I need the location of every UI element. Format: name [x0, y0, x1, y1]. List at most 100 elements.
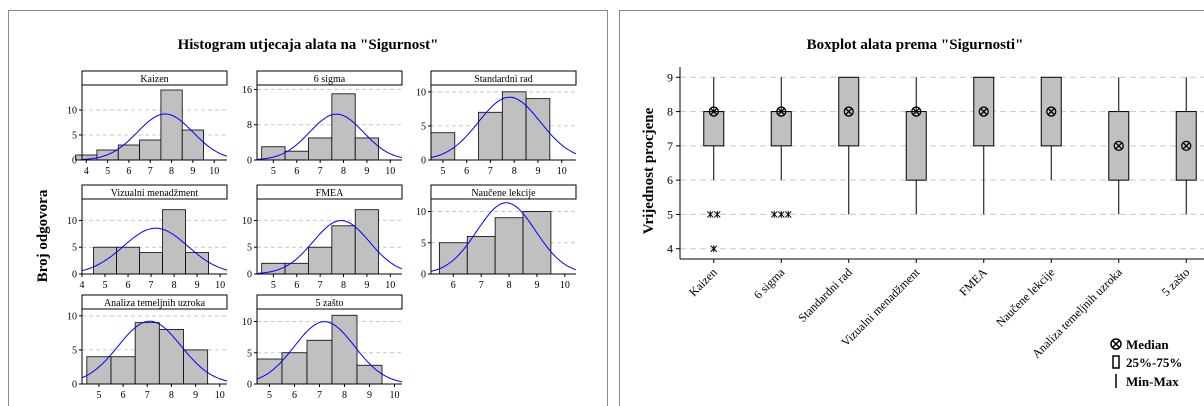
x-tick-label: Kaizen: [686, 265, 720, 299]
x-tick-label: 5: [267, 390, 272, 401]
histogram-bar: [354, 137, 380, 161]
x-tick-label: 10: [209, 166, 219, 177]
y-tick-label: 0: [421, 270, 426, 281]
y-tick-label: 0: [72, 380, 77, 391]
histogram-bar: [430, 132, 456, 161]
x-tick-label: 10: [215, 280, 225, 291]
histogram-bar: [160, 89, 183, 161]
x-tick-label: Naučene lekcije: [993, 265, 1057, 329]
x-tick-label: 10: [560, 280, 570, 291]
x-tick-label: 9: [364, 280, 369, 291]
x-tick-label: 10: [385, 166, 395, 177]
x-tick-label: 8: [172, 280, 177, 291]
x-tick-label: 9: [364, 166, 369, 177]
boxplot-item: Kaizen: [686, 77, 725, 299]
histogram-bar: [183, 349, 209, 385]
y-tick-label: 5: [667, 207, 673, 221]
facet-strip-label: Naučene lekcije: [471, 188, 536, 199]
y-tick-label: 10: [416, 207, 426, 218]
x-tick-label: 6: [464, 166, 469, 177]
outlier-marker: [770, 210, 778, 218]
histogram-bar: [466, 236, 496, 275]
x-tick-label: 5: [103, 280, 108, 291]
histogram-bar: [284, 150, 309, 161]
x-tick-label: 4: [80, 280, 85, 291]
histogram-facet: Analiza temeljnih uzroka 0 5 10 5 6 7 8 9 10: [67, 294, 228, 401]
median-marker: [978, 106, 989, 117]
x-tick-label: 5: [96, 390, 101, 401]
histogram-bar: [158, 329, 184, 385]
legend-box-icon: [1112, 355, 1120, 369]
outlier-marker: [713, 210, 721, 218]
y-tick-label: 10: [67, 106, 77, 117]
y-tick-label: 5: [247, 348, 252, 359]
y-tick-label: 0: [247, 270, 252, 281]
x-tick-label: 8: [169, 390, 174, 401]
x-tick-label: 4: [84, 166, 89, 177]
y-tick-label: 10: [67, 311, 77, 322]
boxplot-y-axis-label: Vrijednost procjene: [641, 107, 657, 234]
median-cross: [1115, 142, 1123, 150]
y-tick-label: 16: [242, 85, 252, 96]
histogram-bar: [116, 246, 140, 275]
boxplot-item: Standardni rad: [795, 76, 860, 325]
facet-strip: [81, 294, 228, 310]
y-tick-label: 9: [667, 70, 673, 84]
median-cross: [980, 107, 988, 116]
x-tick-label: 6: [294, 280, 299, 291]
facet-strip: [256, 184, 403, 200]
histogram-bar: [308, 246, 333, 275]
y-tick-label: 0: [72, 156, 77, 167]
y-tick-label: 10: [416, 87, 426, 98]
x-tick-label: 5 zašto: [1159, 265, 1193, 299]
x-tick-label: 9: [534, 280, 539, 291]
normal-curve: [256, 113, 403, 160]
median-cross: [912, 107, 920, 116]
x-tick-label: 6: [294, 166, 299, 177]
x-tick-label: 9: [535, 166, 540, 177]
x-tick-label: 7: [318, 280, 323, 291]
facet-strip: [81, 70, 228, 86]
histogram-bar: [256, 358, 283, 385]
x-tick-label: 8: [341, 280, 346, 291]
x-tick-label: 9: [367, 390, 372, 401]
y-tick-label: 4: [667, 242, 673, 256]
x-tick-label: 6: [292, 390, 297, 401]
legend-whisker-label: Min-Max: [1126, 374, 1179, 389]
histogram-bar: [110, 356, 136, 385]
y-tick-label: 5: [421, 238, 426, 249]
legend-median-label: Median: [1126, 337, 1169, 352]
facet-strip-label: Vizualni menadžment: [111, 188, 199, 199]
boxplot-title: Boxplot alata prema "Sigurnosti": [807, 37, 1024, 53]
x-tick-label: 5: [440, 166, 445, 177]
median-marker: [911, 106, 922, 117]
y-tick-label: 7: [667, 139, 673, 153]
normal-curve: [256, 220, 403, 274]
median-cross: [845, 107, 853, 116]
histogram-facet: Standardni rad 0 5 10 5 6 7 8 9 10: [416, 70, 577, 177]
histogram-bar: [308, 137, 333, 161]
facet-strip-label: 6 sigma: [314, 74, 346, 85]
y-tick-label: 8: [247, 120, 252, 131]
x-tick-label: 7: [318, 166, 323, 177]
y-tick-label: 5: [72, 243, 77, 254]
histogram-bar: [478, 111, 503, 161]
normal-curve: [81, 113, 228, 160]
histogram-facet: FMEA 0 5 10 5 6 7 8 9 10: [242, 184, 403, 291]
y-tick-label: 0: [421, 156, 426, 167]
outlier-marker: [784, 210, 792, 218]
x-tick-label: 8: [512, 166, 517, 177]
median-cross: [1182, 142, 1190, 150]
normal-curve: [81, 227, 228, 272]
facet-strip: [256, 70, 403, 86]
boxplot-item: 5 zašto: [1159, 77, 1197, 299]
x-tick-label: 8: [341, 166, 346, 177]
legend-median-icon: [1110, 338, 1122, 350]
facet-strip-label: 5 zašto: [315, 298, 343, 309]
median-cross: [777, 107, 785, 116]
x-tick-label: 10: [557, 166, 567, 177]
x-tick-label: 7: [479, 280, 484, 291]
x-tick-label: 6: [126, 166, 131, 177]
histogram-bar: [181, 129, 204, 161]
